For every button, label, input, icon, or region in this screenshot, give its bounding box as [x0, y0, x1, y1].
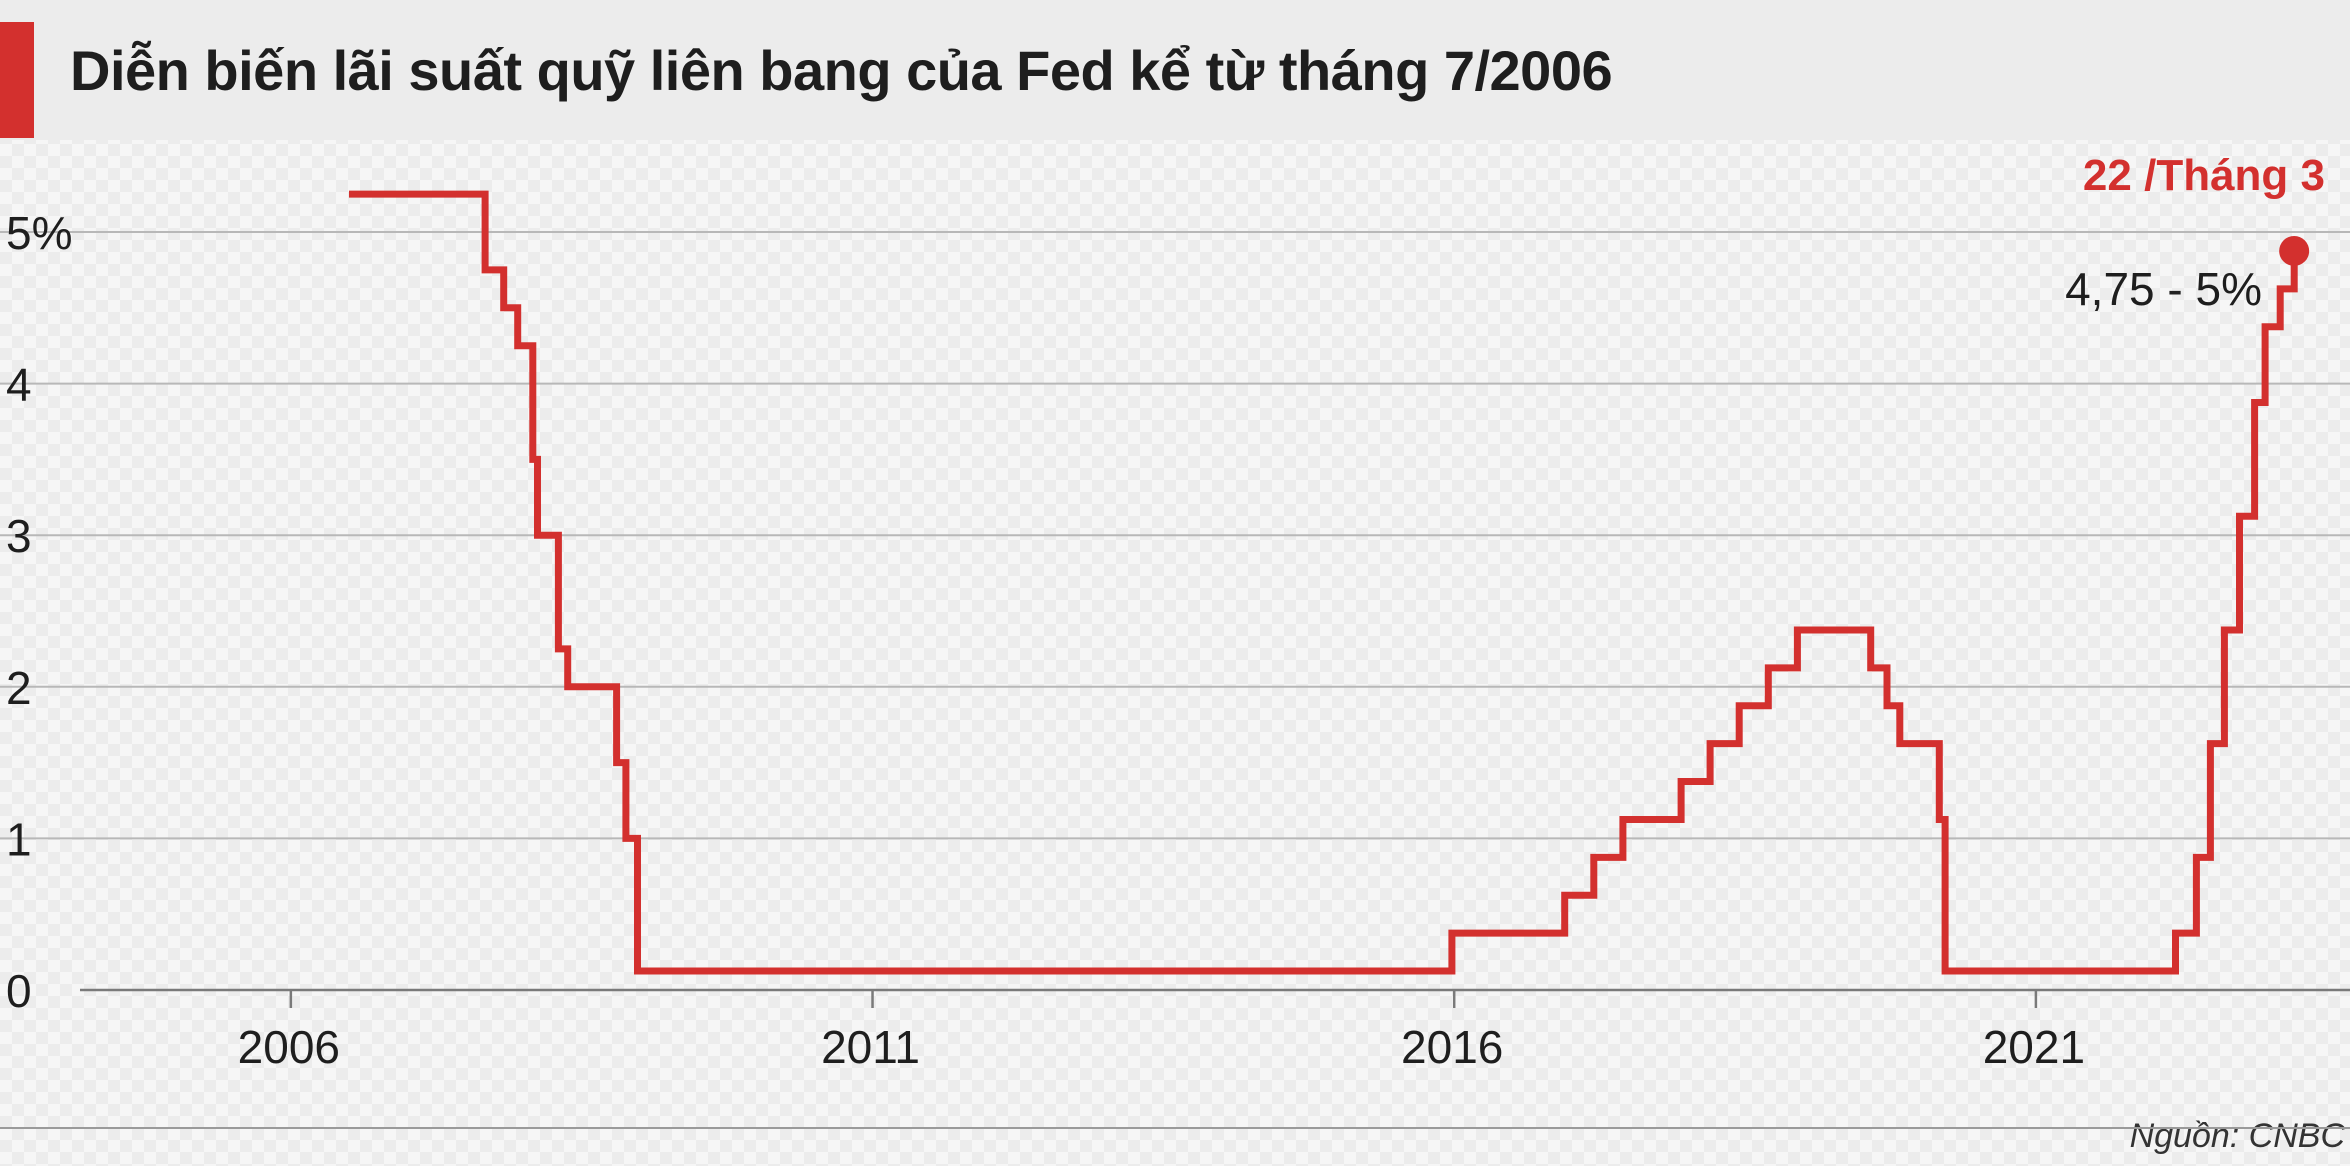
y-tick-label: 5%	[6, 207, 72, 259]
title-bar: Diễn biến lãi suất quỹ liên bang của Fed…	[0, 0, 2350, 140]
source-note: Nguồn: CNBC	[2130, 1117, 2346, 1155]
y-tick-label: 4	[6, 359, 32, 411]
x-tick-label: 2006	[238, 1021, 340, 1073]
series-line	[349, 190, 2298, 975]
y-tick-label: 2	[6, 662, 32, 714]
x-tick-label: 2021	[1983, 1021, 2085, 1073]
y-tick-label: 1	[6, 813, 32, 865]
annotation-date-label: 22 /Tháng 3	[2083, 151, 2325, 200]
chart-title: Diễn biến lãi suất quỹ liên bang của Fed…	[70, 39, 1613, 102]
bottom-rule	[0, 1127, 2350, 1129]
y-axis-tick-labels: 0 1 2 3 4 5%	[6, 207, 72, 1017]
end-point-marker	[2279, 235, 2310, 266]
y-tick-label: 0	[6, 965, 32, 1017]
y-tick-label: 3	[6, 510, 32, 562]
x-tick-label: 2016	[1401, 1021, 1503, 1073]
annotation-layer: 22 /Tháng 3 4,75 - 5%	[2065, 151, 2325, 315]
annotation-value-label: 4,75 - 5%	[2065, 263, 2262, 315]
x-tick-label: 2011	[821, 1021, 920, 1073]
grid-lines	[0, 231, 2350, 992]
title-accent-bar	[0, 22, 34, 138]
x-axis-ticks: 2006 2011 2016 2021	[238, 990, 2085, 1073]
series-layer	[349, 190, 2298, 975]
